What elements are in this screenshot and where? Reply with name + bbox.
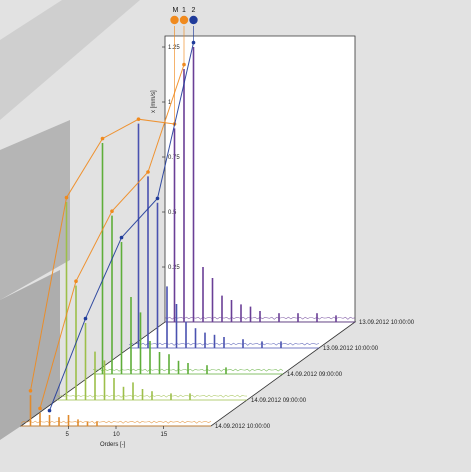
trend-point bbox=[83, 316, 88, 321]
series-timestamp: 13.09.2012 10:00:00 bbox=[323, 346, 379, 352]
x-tick-label: 5 bbox=[66, 432, 70, 438]
legend-marker bbox=[179, 15, 189, 25]
z-tick-label: 0.5 bbox=[168, 210, 177, 216]
z-axis-label: x [mm/s] bbox=[151, 90, 157, 113]
series-timestamp: 14.09.2012 09:00:00 bbox=[287, 372, 343, 378]
x-tick-label: 10 bbox=[113, 432, 120, 438]
series-timestamp: 13.09.2012 10:00:00 bbox=[359, 320, 415, 326]
x-tick-label: 15 bbox=[161, 432, 168, 438]
series-timestamp: 14.09.2012 10:00:00 bbox=[215, 424, 271, 430]
trend-point bbox=[64, 195, 69, 200]
legend-marker bbox=[189, 15, 198, 25]
trend-point bbox=[47, 408, 52, 413]
trend-point bbox=[38, 406, 42, 411]
trend-point bbox=[100, 136, 105, 141]
trend-point bbox=[155, 196, 160, 201]
series-noise bbox=[20, 420, 212, 424]
trend-point bbox=[119, 235, 124, 240]
legend-label: 1 bbox=[182, 7, 186, 14]
x-axis-label: Orders [-] bbox=[100, 442, 126, 448]
legend-label: 2 bbox=[192, 7, 196, 14]
trend-point bbox=[28, 389, 33, 393]
trend-point bbox=[146, 170, 150, 174]
legend-label: M bbox=[173, 7, 179, 14]
z-tick-label: 1 bbox=[168, 100, 172, 106]
trend-point bbox=[110, 209, 114, 213]
trend-point bbox=[74, 279, 78, 284]
trend-point bbox=[136, 117, 141, 121]
legend-marker bbox=[170, 15, 179, 25]
series-timestamp: 14.09.2012 09:00:00 bbox=[251, 398, 307, 404]
